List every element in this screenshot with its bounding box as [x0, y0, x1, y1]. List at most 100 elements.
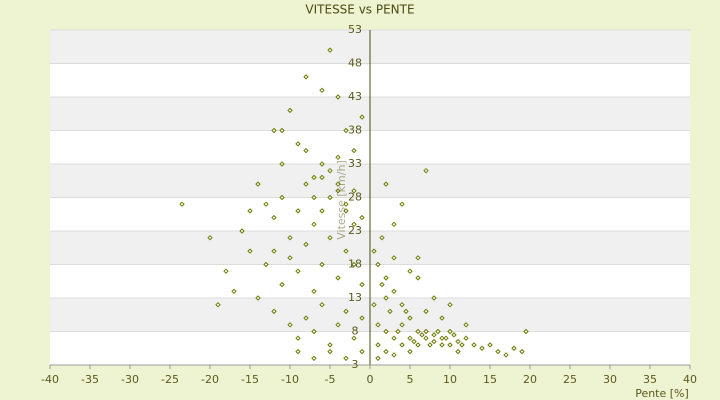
point	[343, 248, 349, 254]
point	[495, 348, 501, 355]
points	[179, 47, 529, 362]
point	[351, 335, 357, 341]
point	[371, 301, 377, 308]
point	[415, 275, 421, 281]
point	[463, 335, 469, 341]
point	[519, 348, 525, 355]
point	[447, 301, 453, 308]
y-tick-label: 43	[348, 90, 362, 103]
point	[327, 167, 333, 174]
point	[439, 335, 445, 341]
point	[247, 248, 253, 254]
point	[375, 342, 381, 348]
point	[311, 328, 317, 335]
x-tick-label: -30	[121, 373, 139, 386]
point	[455, 338, 461, 345]
point	[423, 167, 429, 174]
point	[359, 348, 365, 355]
point	[287, 322, 293, 328]
point	[319, 208, 325, 214]
point	[387, 308, 393, 315]
point	[403, 308, 409, 315]
point	[379, 281, 385, 288]
point	[343, 208, 349, 214]
point	[303, 241, 309, 248]
x-tick-label: -25	[161, 373, 179, 386]
point	[311, 288, 317, 295]
x-tick-label: 20	[523, 373, 537, 386]
point	[487, 342, 493, 348]
point	[375, 261, 381, 268]
point	[279, 127, 285, 134]
x-tick-label: 10	[443, 373, 457, 386]
point	[415, 328, 421, 335]
x-tick-label: 25	[563, 373, 577, 386]
point	[447, 328, 453, 335]
point	[511, 345, 517, 351]
x-tick-label: -20	[201, 373, 219, 386]
point	[223, 268, 229, 274]
point	[451, 332, 457, 338]
point	[271, 214, 277, 221]
y-tick-label: 53	[348, 23, 362, 36]
point	[359, 114, 365, 120]
point	[399, 342, 405, 348]
point	[407, 268, 413, 274]
point	[263, 261, 269, 268]
point	[439, 315, 445, 321]
point	[391, 352, 397, 358]
point	[335, 94, 341, 100]
point	[311, 221, 317, 228]
point	[335, 188, 341, 194]
point	[383, 295, 389, 301]
point	[319, 161, 325, 167]
x-axis-label: Pente [%]	[635, 387, 689, 400]
x-tick-label: -5	[325, 373, 336, 386]
point	[383, 181, 389, 187]
x-tick-label: 0	[367, 373, 374, 386]
point	[303, 74, 309, 80]
point	[287, 234, 293, 241]
point	[399, 322, 405, 328]
point	[295, 208, 301, 214]
point	[179, 201, 185, 207]
chart-title: VITESSE vs PENTE	[305, 3, 414, 17]
point	[427, 342, 433, 348]
point	[271, 127, 277, 134]
x-tick-label: -40	[41, 373, 59, 386]
point	[255, 295, 261, 301]
grid	[49, 29, 691, 369]
point	[343, 127, 349, 134]
point	[423, 308, 429, 315]
point	[431, 332, 437, 338]
point	[255, 181, 261, 187]
point	[303, 147, 309, 154]
point	[455, 348, 461, 355]
y-tick-label: 13	[348, 291, 362, 304]
point	[379, 234, 385, 241]
point	[351, 147, 357, 154]
point	[279, 161, 285, 167]
point	[479, 345, 485, 351]
y-tick-label: 23	[348, 224, 362, 237]
point	[351, 221, 357, 228]
y-tick-label: 8	[352, 325, 359, 338]
point	[431, 338, 437, 345]
x-tick-label: -35	[81, 373, 99, 386]
point	[311, 194, 317, 201]
point	[215, 301, 221, 308]
y-tick-label: 48	[348, 57, 362, 70]
point	[303, 181, 309, 187]
point	[351, 261, 357, 268]
point	[351, 188, 357, 194]
point	[335, 154, 341, 161]
point	[279, 281, 285, 288]
x-tick-label: 15	[483, 373, 497, 386]
point	[375, 322, 381, 328]
point	[295, 141, 301, 147]
point	[343, 355, 349, 362]
point	[407, 315, 413, 321]
point	[423, 328, 429, 335]
